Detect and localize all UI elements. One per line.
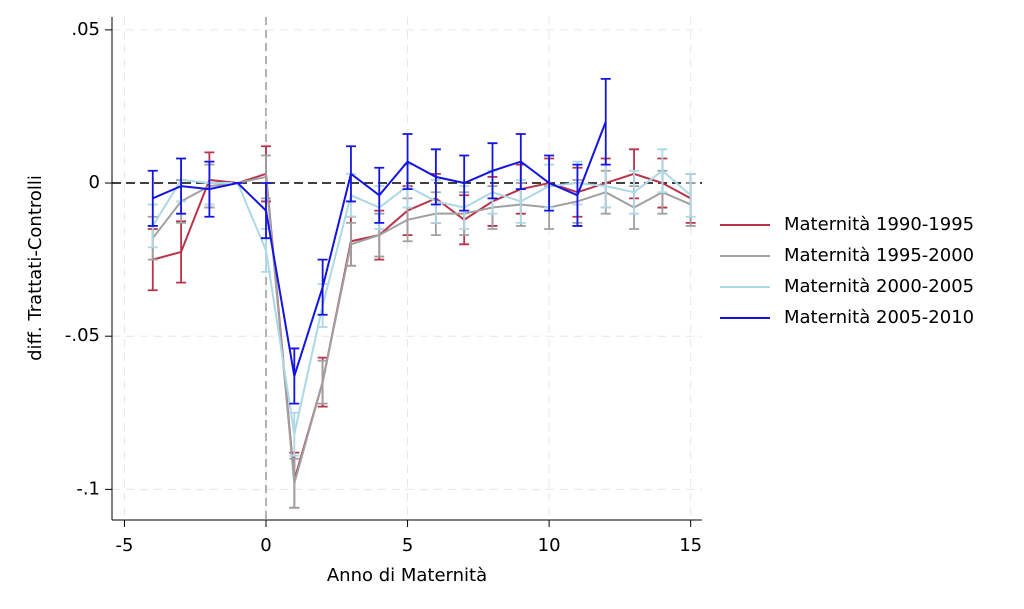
x-tick-label: -5 <box>115 535 133 556</box>
legend-label: Maternità 2005-2010 <box>784 307 974 328</box>
legend-label: Maternità 2000-2005 <box>784 276 974 297</box>
error-bar <box>600 77 611 166</box>
x-tick-label: 10 <box>538 535 561 556</box>
error-bar <box>685 172 696 218</box>
x-axis-label: Anno di Maternità <box>327 565 487 586</box>
series-line <box>151 169 692 435</box>
y-axis-label: diff. Trattati-Controlli <box>25 175 46 361</box>
series-line <box>152 172 692 481</box>
y-tick-label: .05 <box>71 19 100 40</box>
legend-label: Maternità 1995-2000 <box>784 245 974 266</box>
x-tick-label: 0 <box>260 535 271 556</box>
y-tick-label: 0 <box>89 172 100 193</box>
y-tick-label: -.1 <box>76 478 100 499</box>
series-line <box>151 175 692 484</box>
x-tick-label: 15 <box>679 535 702 556</box>
x-tick-label: 5 <box>402 535 413 556</box>
legend-label: Maternità 1990-1995 <box>784 214 974 235</box>
series-line <box>152 121 607 377</box>
y-tick-label: -.05 <box>65 325 100 346</box>
